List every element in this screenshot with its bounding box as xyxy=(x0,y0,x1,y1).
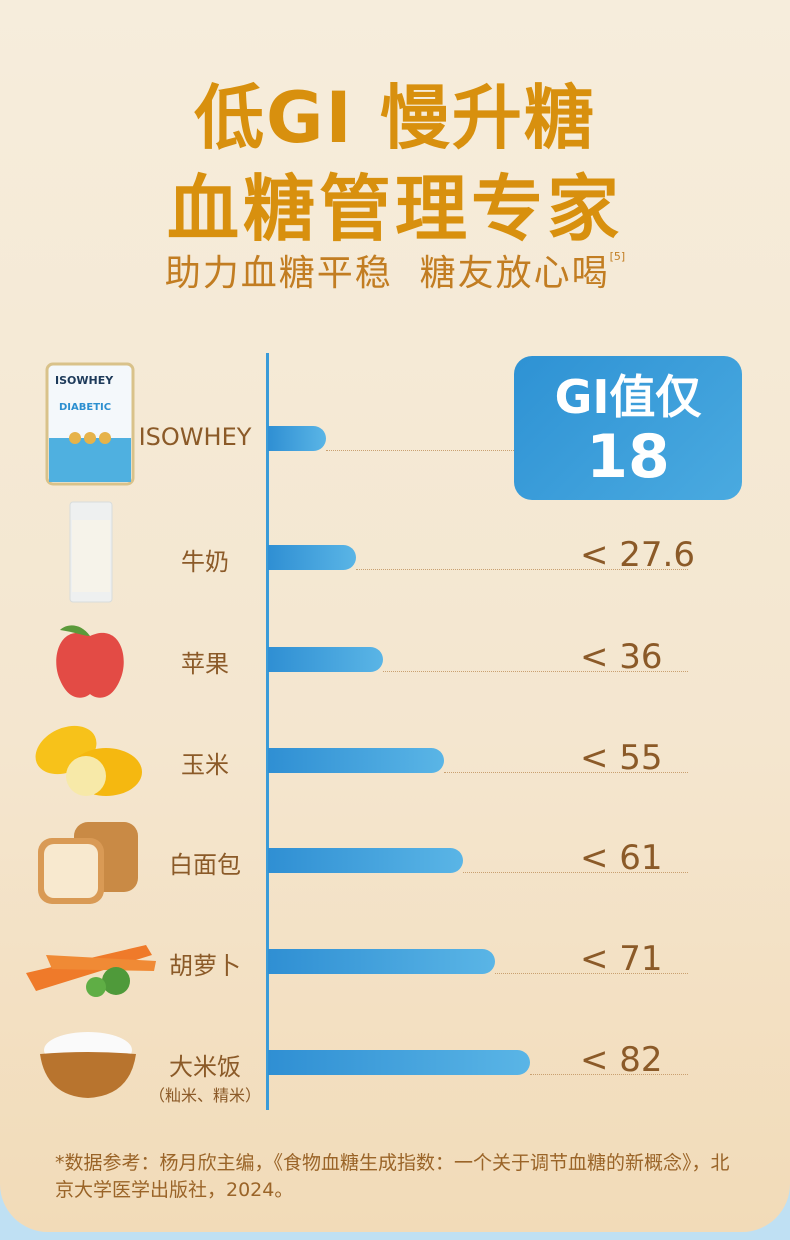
apple-image xyxy=(50,618,130,708)
bar-2 xyxy=(268,647,384,672)
category-label: 牛奶 xyxy=(130,542,280,577)
guide-line xyxy=(325,450,514,451)
guide-line xyxy=(495,973,688,974)
chart-axis xyxy=(266,353,269,1110)
svg-text:DIABETIC: DIABETIC xyxy=(59,402,111,413)
bar-3 xyxy=(268,748,444,773)
guide-line xyxy=(356,569,688,570)
bar-5 xyxy=(268,949,496,974)
category-text: 大米饭 xyxy=(169,1053,241,1081)
guide-line xyxy=(530,1074,688,1075)
category-text: 胡萝卜 xyxy=(169,952,241,980)
guide-line xyxy=(463,872,688,873)
guide-line xyxy=(444,772,688,773)
subtitle-reference: [5] xyxy=(609,250,626,263)
category-label: 胡萝卜 xyxy=(130,946,280,981)
title-line-1: 低GI 慢升糖 xyxy=(194,77,596,159)
category-label: 大米饭 （籼米、精米） xyxy=(130,1047,280,1106)
value-label: < 55 xyxy=(580,738,663,778)
guide-line xyxy=(383,671,688,672)
bar-4 xyxy=(268,848,464,873)
rice-bowl-image xyxy=(38,1020,138,1104)
isowhey-can-image: ISOWHEY DIABETIC xyxy=(45,358,135,492)
bar-0 xyxy=(268,426,326,451)
category-label: 玉米 xyxy=(130,745,280,780)
badge-label: GI值仅 xyxy=(554,370,702,424)
bread-image xyxy=(34,818,144,912)
gi-badge: GI值仅 18 xyxy=(514,356,742,500)
title-line-2: 血糖管理专家 xyxy=(166,167,623,251)
subtitle: 助力血糖平稳 糖友放心喝[5] xyxy=(0,244,790,296)
category-label: 苹果 xyxy=(130,644,280,679)
badge-value: 18 xyxy=(586,422,670,492)
footnote: *数据参考：杨月欣主编，《食物血糖生成指数：一个关于调节血糖的新概念》，北京大学… xyxy=(55,1152,730,1201)
category-text: 玉米 xyxy=(181,751,229,779)
category-label: ISOWHEY xyxy=(120,423,270,451)
value-label: < 71 xyxy=(580,939,663,979)
category-text: ISOWHEY xyxy=(138,423,252,451)
value-label: < 36 xyxy=(580,637,663,677)
value-label: < 61 xyxy=(580,838,663,878)
subtitle-text: 助力血糖平稳 糖友放心喝 xyxy=(164,253,610,294)
category-text: 白面包 xyxy=(169,851,241,879)
category-text: 苹果 xyxy=(181,650,229,678)
svg-text:ISOWHEY: ISOWHEY xyxy=(55,374,114,387)
category-text: 牛奶 xyxy=(181,548,229,576)
bar-1 xyxy=(268,545,357,570)
category-label: 白面包 xyxy=(130,845,280,880)
carrot-image xyxy=(16,925,156,1009)
value-label: < 27.6 xyxy=(580,535,695,575)
bar-6 xyxy=(268,1050,531,1075)
category-note: （籼米、精米） xyxy=(148,1086,261,1105)
corn-image xyxy=(32,716,144,806)
value-label: < 82 xyxy=(580,1040,663,1080)
milk-glass-image xyxy=(66,500,116,608)
